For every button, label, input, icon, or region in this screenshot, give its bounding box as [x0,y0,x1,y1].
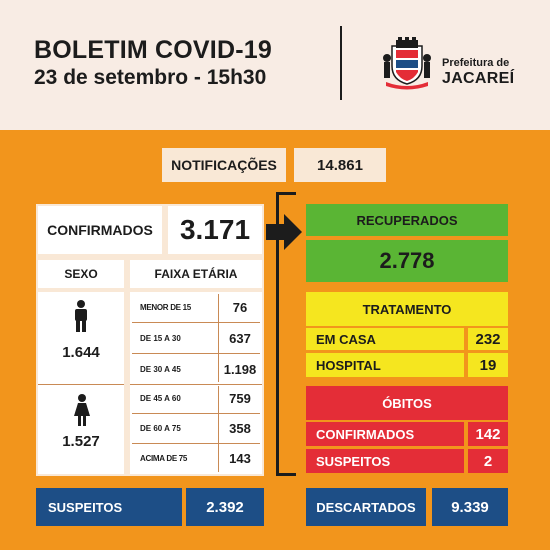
bracket-bottom [276,473,296,476]
header: BOLETIM COVID-19 23 de setembro - 15h30 … [0,0,550,130]
faixa-etaria-header: FAIXA ETÁRIA [130,260,262,288]
city-seal-icon [383,37,431,90]
age-range-label: MENOR DE 15 [140,302,191,312]
age-range-label: DE 30 A 45 [140,364,181,374]
male-total: 1.644 [62,343,100,361]
page-title: BOLETIM COVID-19 [34,36,272,64]
male-ages-row-divider [132,322,260,323]
prefeitura-name: JACAREÍ [442,70,515,87]
suspeitos-label: SUSPEITOS [36,488,182,526]
tratamento-hospital-value: 19 [468,353,508,377]
bracket-top [276,192,296,195]
arrow-right-icon [266,214,302,250]
ages-section-divider [130,384,262,385]
notificacoes-label: NOTIFICAÇÕES [162,148,286,182]
obitos-suspeitos-label: SUSPEITOS [306,449,464,473]
sexo-header: SEXO [38,260,124,288]
confirmados-value: 3.171 [168,206,262,254]
male-ages [130,292,262,384]
obitos-confirmados-label: CONFIRMADOS [306,422,464,446]
age-range-label: DE 45 A 60 [140,394,181,403]
obitos-confirmados-value: 142 [468,422,508,446]
female-ages-row-divider [132,413,260,414]
age-range-value: 76 [232,299,248,315]
tratamento-hospital-label: HOSPITAL [306,353,464,377]
recuperados-label: RECUPERADOS [306,204,508,236]
age-range-value: 1.198 [223,361,257,377]
age-range-label: DE 15 A 30 [140,333,181,343]
female-ages-col-divider [218,386,219,472]
age-range-label: DE 60 A 75 [140,424,181,433]
header-divider [340,26,342,100]
male-person-icon [75,300,87,332]
suspeitos-value: 2.392 [186,488,264,526]
female-person-icon [74,394,90,426]
female-ages [130,384,262,474]
obitos-label: ÓBITOS [306,386,508,420]
age-range-value: 759 [229,391,251,406]
male-ages-row-divider [132,353,260,354]
tratamento-em-casa-label: EM CASA [306,328,464,350]
obitos-suspeitos-value: 2 [468,449,508,473]
sexo-section-divider [38,384,124,385]
bracket-vertical [276,192,279,476]
tratamento-em-casa-value: 232 [468,328,508,350]
age-range-value: 637 [229,330,251,346]
recuperados-value: 2.778 [306,240,508,282]
female-ages-row-divider [132,443,260,444]
male-ages-col-divider [218,294,219,382]
age-range-value: 358 [229,421,251,436]
age-range-label: ACIMA DE 75 [140,454,188,463]
page-subtitle: 23 de setembro - 15h30 [34,66,267,89]
female-total: 1.527 [62,432,100,450]
tratamento-label: TRATAMENTO [306,292,508,326]
descartados-label: DESCARTADOS [306,488,426,526]
notificacoes-value: 14.861 [294,148,386,182]
confirmados-label: CONFIRMADOS [38,206,162,254]
prefeitura-label: Prefeitura de [442,57,510,69]
descartados-value: 9.339 [432,488,508,526]
age-range-value: 143 [229,451,251,466]
